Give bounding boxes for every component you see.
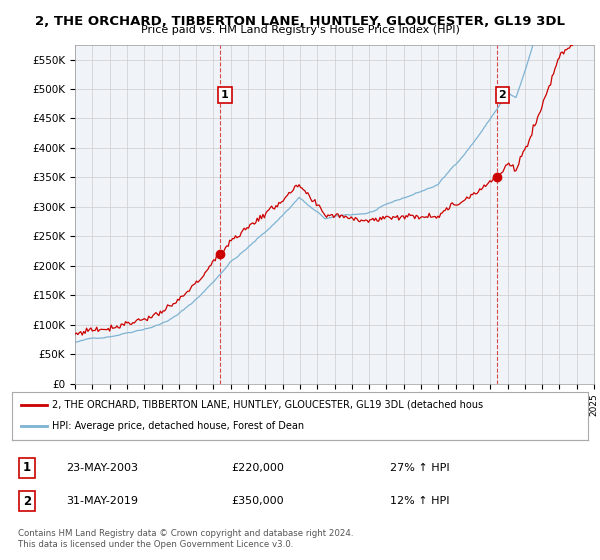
Text: 2, THE ORCHARD, TIBBERTON LANE, HUNTLEY, GLOUCESTER, GL19 3DL (detached hous: 2, THE ORCHARD, TIBBERTON LANE, HUNTLEY,… (52, 400, 484, 410)
Text: Price paid vs. HM Land Registry's House Price Index (HPI): Price paid vs. HM Land Registry's House … (140, 25, 460, 35)
Text: 1: 1 (221, 90, 229, 100)
Text: 12% ↑ HPI: 12% ↑ HPI (390, 496, 449, 506)
Text: 27% ↑ HPI: 27% ↑ HPI (390, 463, 449, 473)
Text: 1: 1 (23, 461, 31, 474)
Text: 2: 2 (23, 494, 31, 508)
Text: £350,000: £350,000 (232, 496, 284, 506)
Text: Contains HM Land Registry data © Crown copyright and database right 2024.
This d: Contains HM Land Registry data © Crown c… (18, 529, 353, 549)
Text: 23-MAY-2003: 23-MAY-2003 (66, 463, 138, 473)
Text: HPI: Average price, detached house, Forest of Dean: HPI: Average price, detached house, Fore… (52, 421, 304, 431)
Text: 2: 2 (499, 90, 506, 100)
Text: £220,000: £220,000 (232, 463, 284, 473)
Text: 31-MAY-2019: 31-MAY-2019 (66, 496, 138, 506)
Text: 2, THE ORCHARD, TIBBERTON LANE, HUNTLEY, GLOUCESTER, GL19 3DL: 2, THE ORCHARD, TIBBERTON LANE, HUNTLEY,… (35, 15, 565, 28)
